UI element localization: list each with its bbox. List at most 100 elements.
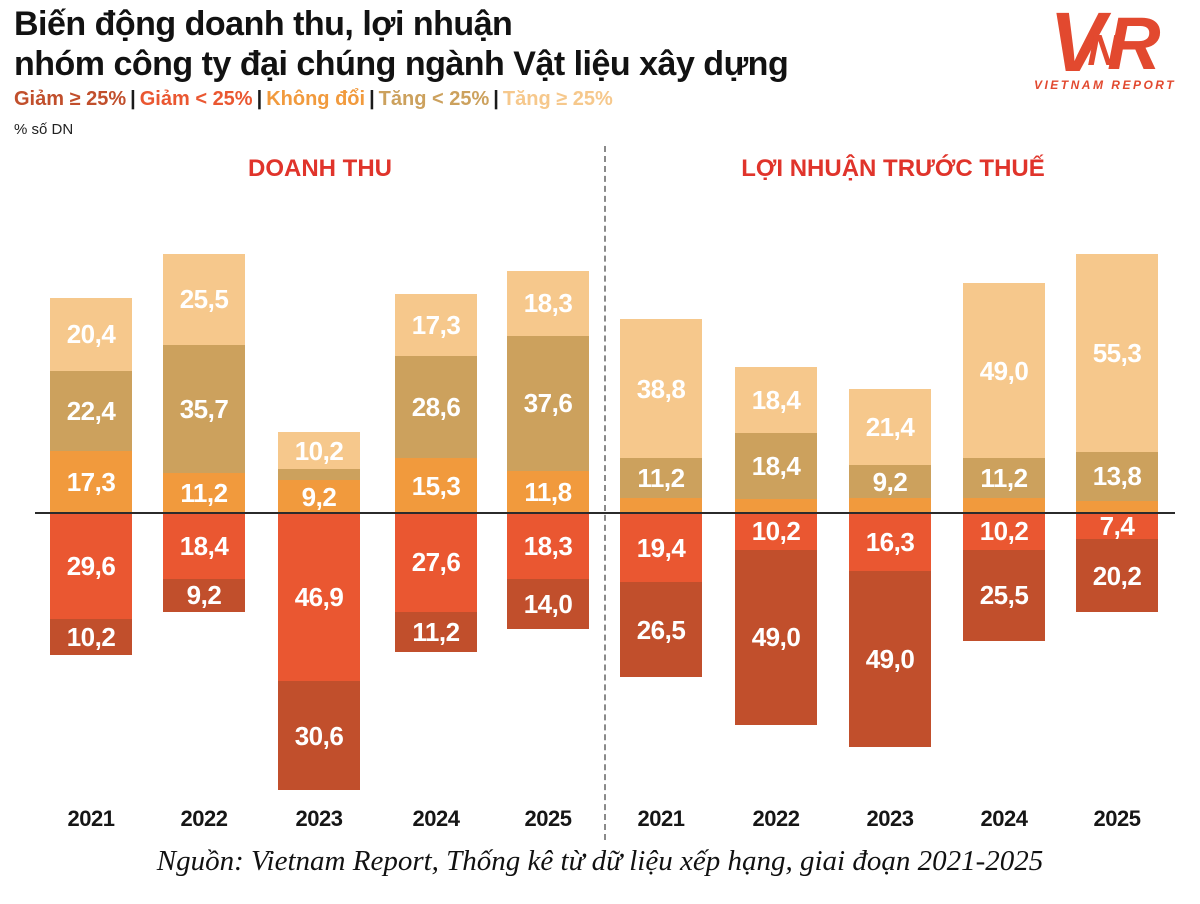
bar-segment-tang_ge_25: 20,4 <box>50 297 132 371</box>
source-note: Nguồn: Vietnam Report, Thống kê từ dữ li… <box>156 845 1044 877</box>
bar-segment-tang_lt_25: 18,4 <box>735 432 817 499</box>
segment-value-label: 19,4 <box>636 532 686 563</box>
bar-segment-khong_doi <box>735 498 817 513</box>
bar-segment-khong_doi: 11,2 <box>163 472 245 513</box>
segment-value-label: 46,9 <box>294 581 344 612</box>
bar-segment-khong_doi <box>1076 501 1158 513</box>
year-label: 2022 <box>752 806 800 831</box>
bar-segment-khong_doi <box>849 498 931 513</box>
logo-letter-n: N <box>1087 26 1120 75</box>
segment-value-label: 25,5 <box>179 284 229 315</box>
segment-value-label: 9,2 <box>301 481 337 512</box>
legend-separator: | <box>256 88 263 110</box>
legend: Giảm ≥ 25% | Giảm < 25% | Không đổi | Tăng < 2… <box>14 88 613 111</box>
segment-value-label: 18,4 <box>751 384 801 415</box>
segment-value-label: 15,3 <box>411 470 461 501</box>
legend-item-giam_lt_25: Giảm < 25% <box>139 88 253 110</box>
segment-value-label: 55,3 <box>1092 337 1142 368</box>
bar-segment-giam_lt_25: 16,3 <box>849 513 931 572</box>
segment-value-label: 49,0 <box>979 355 1029 386</box>
legend-separator: | <box>130 88 136 110</box>
segment-value-label: 37,6 <box>523 388 573 419</box>
year-label: 2025 <box>524 806 572 831</box>
segment-value-label: 28,6 <box>411 392 461 423</box>
bar-segment-giam_ge_25: 14,0 <box>507 578 589 629</box>
year-label: 2023 <box>866 806 914 831</box>
bar-segment-tang_lt_25: 9,2 <box>849 465 931 499</box>
segment-value-label: 18,3 <box>523 288 573 319</box>
year-label: 2021 <box>637 806 685 831</box>
segment-value-label: 9,2 <box>872 466 908 497</box>
year-label: 2022 <box>180 806 228 831</box>
vnr-logo-letters: VNR <box>1020 0 1190 84</box>
chart-title-line2: nhóm công ty đại chúng ngành Vật liệu xâ… <box>14 45 789 83</box>
bar-segment-tang_ge_25: 49,0 <box>963 282 1045 459</box>
bar-segment-tang_lt_25 <box>278 468 360 481</box>
bar-segment-giam_ge_25: 10,2 <box>50 618 132 656</box>
bar-segment-giam_ge_25: 11,2 <box>395 611 477 652</box>
segment-value-label: 11,8 <box>524 476 572 507</box>
segment-value-label: 35,7 <box>179 393 229 424</box>
segment-value-label: 18,4 <box>751 450 801 481</box>
legend-separator: | <box>493 88 499 110</box>
bar-segment-tang_lt_25: 13,8 <box>1076 451 1158 502</box>
bar-segment-giam_lt_25: 10,2 <box>735 513 817 550</box>
segment-value-label: 10,2 <box>979 516 1029 547</box>
bar-segment-tang_lt_25: 11,2 <box>963 458 1045 499</box>
segment-value-label: 38,8 <box>636 373 686 404</box>
bar-segment-tang_ge_25: 10,2 <box>278 432 360 469</box>
bar-segment-tang_lt_25: 11,2 <box>620 458 702 499</box>
legend-item-tang_ge_25: Tăng ≥ 25% <box>502 88 613 110</box>
year-label: 2025 <box>1093 806 1141 831</box>
bar-segment-tang_ge_25: 18,3 <box>507 270 589 337</box>
segment-value-label: 9,2 <box>186 580 222 611</box>
year-label: 2021 <box>67 806 115 831</box>
bar-segment-khong_doi <box>963 498 1045 513</box>
segment-value-label: 26,5 <box>636 614 686 645</box>
segment-value-label: 14,0 <box>523 588 573 619</box>
segment-value-label: 18,4 <box>179 530 229 561</box>
bar-segment-tang_ge_25: 25,5 <box>163 253 245 346</box>
year-label: 2024 <box>980 806 1028 831</box>
bar-segment-giam_lt_25: 46,9 <box>278 513 360 681</box>
segment-value-label: 29,6 <box>66 550 116 581</box>
bar-segment-khong_doi: 11,8 <box>507 470 589 513</box>
bar-segment-tang_lt_25: 35,7 <box>163 345 245 473</box>
bar-segment-tang_ge_25: 18,4 <box>735 366 817 433</box>
segment-value-label: 18,3 <box>523 530 573 561</box>
bar-segment-tang_lt_25: 22,4 <box>50 370 132 452</box>
bar-segment-giam_lt_25: 19,4 <box>620 513 702 583</box>
bar-segment-tang_ge_25: 21,4 <box>849 388 931 466</box>
segment-value-label: 13,8 <box>1092 461 1142 492</box>
segment-value-label: 7,4 <box>1099 511 1135 542</box>
bar-segment-giam_lt_25: 7,4 <box>1076 511 1158 542</box>
legend-item-khong_doi: Không đổi <box>266 88 366 110</box>
bar-segment-giam_ge_25: 25,5 <box>963 549 1045 641</box>
bar-segment-giam_lt_25: 18,3 <box>507 513 589 579</box>
bar-segment-giam_lt_25: 10,2 <box>963 513 1045 550</box>
bar-segment-khong_doi: 15,3 <box>395 458 477 513</box>
segment-value-label: 49,0 <box>865 644 915 675</box>
bar-segment-khong_doi <box>620 498 702 513</box>
segment-value-label: 30,6 <box>294 720 344 751</box>
segment-value-label: 20,2 <box>1092 560 1142 591</box>
segment-value-label: 49,0 <box>751 622 801 653</box>
segment-value-label: 27,6 <box>411 547 461 578</box>
bar-segment-tang_lt_25: 37,6 <box>507 336 589 471</box>
segment-value-label: 11,2 <box>980 463 1028 494</box>
unit-label: % số DN <box>14 121 74 138</box>
segment-value-label: 10,2 <box>66 622 116 653</box>
legend-separator: | <box>369 88 375 110</box>
bar-segment-giam_lt_25: 18,4 <box>163 513 245 579</box>
vnr-logo: VNR VIETNAM REPORT <box>1020 0 1190 92</box>
panel-title-loi-nhuan-truoc-thue: LỢI NHUẬN TRƯỚC THUẾ <box>741 155 1045 182</box>
panel-title-doanh-thu: DOANH THU <box>248 155 392 182</box>
zero-baseline <box>35 512 1175 514</box>
bar-segment-tang_ge_25: 17,3 <box>395 293 477 356</box>
bar-segment-giam_ge_25: 49,0 <box>735 549 817 725</box>
year-label: 2024 <box>412 806 460 831</box>
bar-segment-giam_lt_25: 29,6 <box>50 513 132 619</box>
panel-divider-dashed-line <box>604 146 606 840</box>
segment-value-label: 20,4 <box>66 319 116 350</box>
bar-segment-giam_ge_25: 49,0 <box>849 571 931 747</box>
